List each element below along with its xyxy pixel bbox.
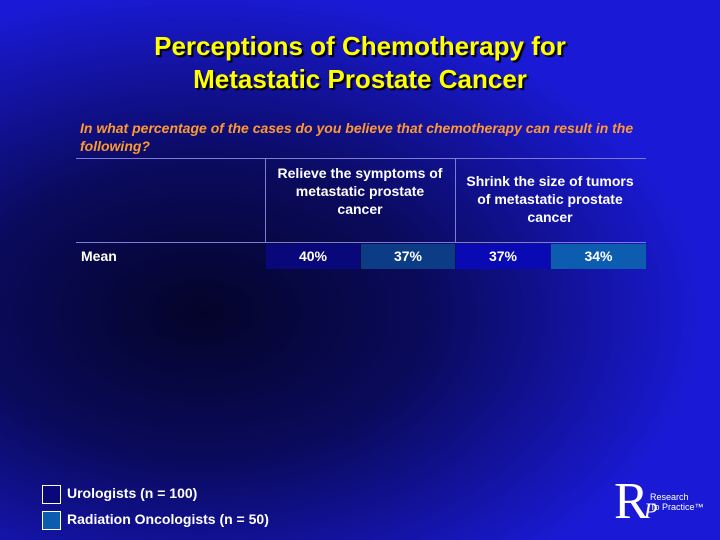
legend-label-radiation: Radiation Oncologists (n = 50) — [67, 511, 269, 528]
slide-title: Perceptions of Chemotherapy for Metastat… — [0, 30, 720, 96]
title-line-1: Perceptions of Chemotherapy for — [154, 31, 566, 61]
table-top-rule — [76, 158, 646, 159]
table-divider-1 — [265, 158, 266, 242]
logo-text: Research To Practice™ — [650, 492, 704, 512]
cell-relieve-urologists: 40% — [266, 244, 360, 269]
logo-letter-r: R — [614, 473, 649, 530]
logo-text-line-1: Research — [650, 492, 689, 502]
title-line-2: Metastatic Prostate Cancer — [193, 64, 527, 94]
legend-swatch-urologists — [42, 485, 61, 504]
legend-swatch-radiation — [42, 511, 61, 530]
row-label-mean: Mean — [81, 248, 117, 264]
legend-label-urologists: Urologists (n = 100) — [67, 485, 198, 502]
legend-radiation: Radiation Oncologists (n = 50) — [42, 511, 269, 530]
logo-letter-p: P — [644, 498, 658, 523]
column-header-shrink: Shrink the size of tumors of metastatic … — [466, 173, 634, 225]
cell-shrink-radiation: 34% — [551, 244, 646, 269]
logo-text-line-2: To Practice™ — [650, 502, 704, 512]
legend-urologists: Urologists (n = 100) — [42, 485, 197, 504]
table-divider-2 — [455, 158, 456, 242]
survey-question: In what percentage of the cases do you b… — [80, 120, 634, 154]
table-header-rule — [76, 242, 646, 243]
cell-relieve-radiation: 37% — [361, 244, 455, 269]
column-header-relieve: Relieve the symptoms of metastatic prost… — [277, 165, 443, 217]
cell-shrink-urologists: 37% — [456, 244, 550, 269]
research-to-practice-logo: R P Research To Practice™ — [612, 473, 712, 534]
